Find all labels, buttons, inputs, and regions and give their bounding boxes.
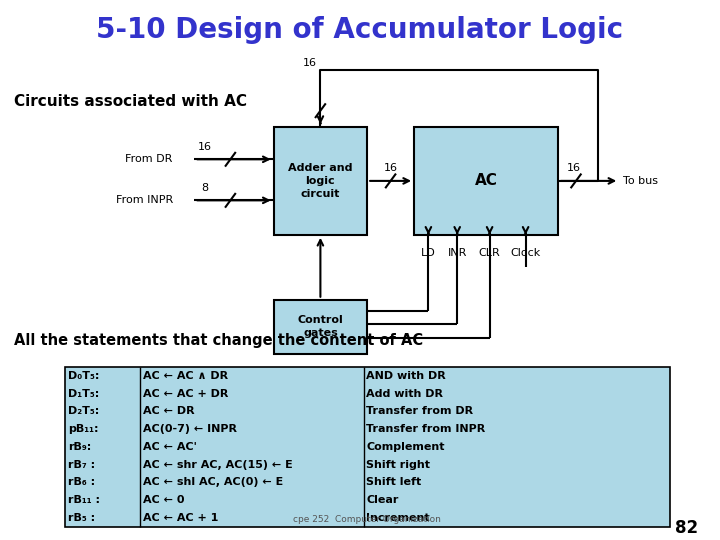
Text: AC ← shl AC, AC(0) ← E: AC ← shl AC, AC(0) ← E <box>143 477 284 487</box>
Text: CLR: CLR <box>479 248 500 259</box>
Text: LD: LD <box>421 248 436 259</box>
Text: AC ← 0: AC ← 0 <box>143 495 185 505</box>
Text: cpe 252  Computer Organization: cpe 252 Computer Organization <box>293 515 441 524</box>
Text: Control
gates: Control gates <box>297 315 343 338</box>
Text: D₁T₅:: D₁T₅: <box>68 389 99 399</box>
Text: D₀T₅:: D₀T₅: <box>68 371 99 381</box>
Text: 16: 16 <box>384 163 397 173</box>
Text: AC ← shr AC, AC(15) ← E: AC ← shr AC, AC(15) ← E <box>143 460 293 470</box>
Text: Increment: Increment <box>366 512 430 523</box>
Bar <box>274 300 367 354</box>
Text: Add with DR: Add with DR <box>366 389 444 399</box>
Text: Clock: Clock <box>510 248 541 259</box>
Text: AC ← AC': AC ← AC' <box>143 442 197 452</box>
Text: Transfer from INPR: Transfer from INPR <box>366 424 486 434</box>
Text: AC ← AC + DR: AC ← AC + DR <box>143 389 229 399</box>
Text: AC(0-7) ← INPR: AC(0-7) ← INPR <box>143 424 238 434</box>
Text: rB₁₁ :: rB₁₁ : <box>68 495 99 505</box>
Text: AC ← DR: AC ← DR <box>143 407 195 416</box>
Bar <box>414 127 558 235</box>
Text: Adder and
logic
circuit: Adder and logic circuit <box>288 163 353 199</box>
Text: All the statements that change the content of AC: All the statements that change the conte… <box>14 333 423 348</box>
Text: AND with DR: AND with DR <box>366 371 446 381</box>
Text: pB₁₁:: pB₁₁: <box>68 424 98 434</box>
Text: D₂T₅:: D₂T₅: <box>68 407 99 416</box>
Text: INR: INR <box>448 248 467 259</box>
Text: 16: 16 <box>302 57 316 68</box>
Text: Transfer from DR: Transfer from DR <box>366 407 474 416</box>
Text: AC ← AC + 1: AC ← AC + 1 <box>143 512 219 523</box>
Text: AC: AC <box>474 173 498 188</box>
Text: AC ← AC ∧ DR: AC ← AC ∧ DR <box>143 371 228 381</box>
Text: rB₅ :: rB₅ : <box>68 512 95 523</box>
Text: 5-10 Design of Accumulator Logic: 5-10 Design of Accumulator Logic <box>96 16 624 44</box>
Text: 16: 16 <box>198 142 212 152</box>
Text: 82: 82 <box>675 519 698 537</box>
Text: From INPR: From INPR <box>115 195 173 205</box>
Bar <box>65 367 670 526</box>
Text: Clear: Clear <box>366 495 399 505</box>
Text: Complement: Complement <box>366 442 445 452</box>
Text: rB₉:: rB₉: <box>68 442 91 452</box>
Text: Shift right: Shift right <box>366 460 431 470</box>
Text: rB₇ :: rB₇ : <box>68 460 95 470</box>
Text: Circuits associated with AC: Circuits associated with AC <box>14 94 248 110</box>
Text: 8: 8 <box>202 183 209 193</box>
Bar <box>274 127 367 235</box>
Text: Shift left: Shift left <box>366 477 422 487</box>
Text: rB₆ :: rB₆ : <box>68 477 95 487</box>
Text: From DR: From DR <box>125 154 173 164</box>
Text: 16: 16 <box>567 163 580 173</box>
Text: To bus: To bus <box>623 176 658 186</box>
